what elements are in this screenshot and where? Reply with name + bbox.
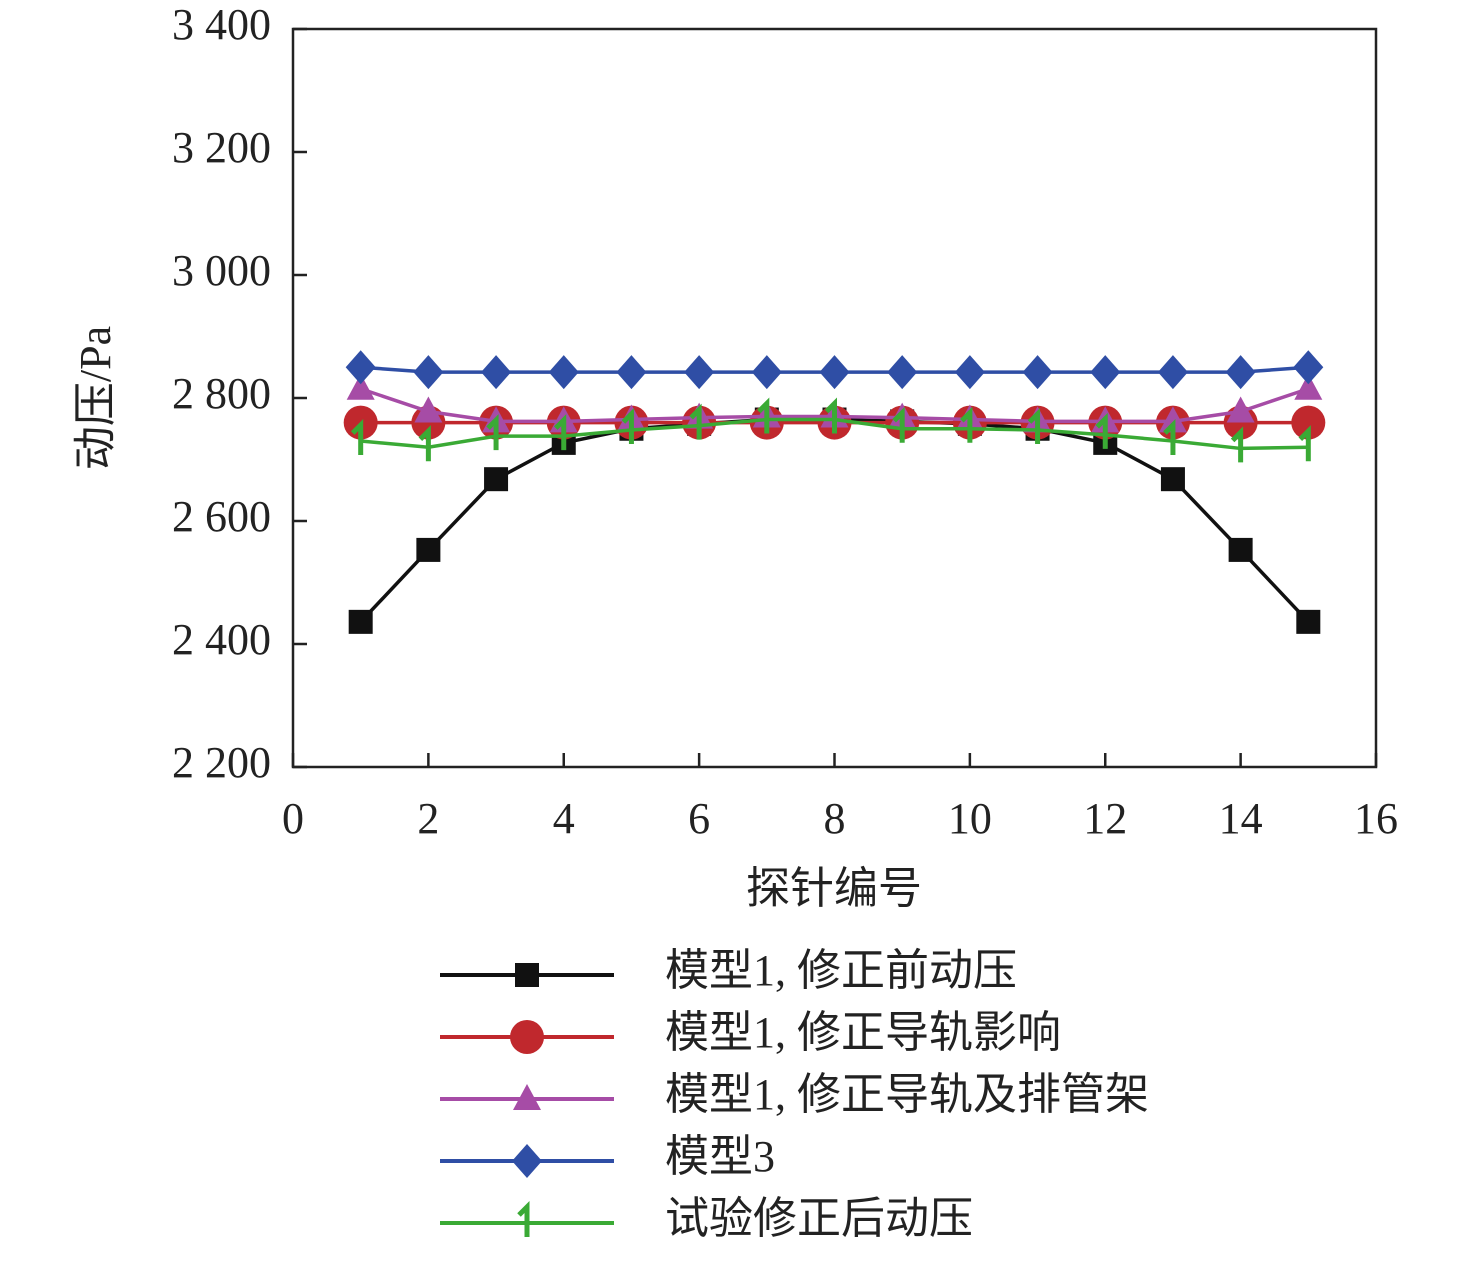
- data-point: [1160, 467, 1185, 492]
- data-point: [346, 373, 375, 400]
- y-tick-label: 3 200: [172, 123, 271, 172]
- data-point: [892, 406, 905, 443]
- data-point: [1293, 350, 1324, 385]
- data-point: [1296, 609, 1321, 634]
- data-point: [348, 609, 373, 634]
- data-point: [1158, 406, 1187, 433]
- x-tick-label: 12: [1083, 794, 1127, 843]
- data-point: [757, 397, 770, 434]
- legend-marker: [512, 1144, 542, 1178]
- y-axis-label: 动压/Pa: [71, 326, 120, 470]
- data-point: [350, 419, 364, 456]
- data-point: [1027, 407, 1041, 444]
- data-point: [887, 355, 918, 390]
- x-tick-label: 14: [1219, 794, 1263, 843]
- series-line: [359, 417, 1310, 624]
- data-point: [1230, 426, 1244, 463]
- legend-marker: [517, 1200, 530, 1237]
- data-point: [751, 355, 782, 390]
- x-tick-label: 8: [824, 794, 846, 843]
- data-point: [548, 355, 579, 390]
- data-point: [345, 350, 376, 385]
- data-point: [684, 355, 715, 390]
- x-tick-label: 16: [1354, 794, 1398, 843]
- legend-marker: [513, 1084, 541, 1110]
- data-point: [416, 537, 441, 562]
- data-point: [1163, 419, 1176, 456]
- y-tick-label: 2 800: [172, 369, 271, 418]
- x-tick-label: 6: [688, 794, 710, 843]
- data-point: [553, 414, 567, 451]
- data-point: [824, 397, 837, 434]
- legend-marker: [510, 1020, 544, 1054]
- legend-label: 试验修正后动压: [665, 1194, 973, 1243]
- y-tick-label: 3 000: [172, 246, 271, 295]
- data-point: [486, 414, 499, 451]
- legend-label: 模型1, 修正导轨影响: [665, 1008, 1061, 1057]
- data-point: [1157, 355, 1188, 390]
- data-point: [1225, 355, 1256, 390]
- data-point: [1090, 355, 1121, 390]
- x-tick-label: 2: [417, 794, 439, 843]
- legend-label: 模型1, 修正导轨及排管架: [665, 1070, 1149, 1119]
- data-point: [1022, 355, 1053, 390]
- legend-marker: [515, 963, 539, 987]
- data-point: [819, 355, 850, 390]
- data-point: [1228, 537, 1253, 562]
- data-point: [481, 355, 512, 390]
- data-point: [1095, 412, 1108, 449]
- data-point: [621, 407, 634, 444]
- data-point: [418, 425, 431, 462]
- data-point: [1226, 396, 1255, 423]
- plot-frame: [291, 27, 1378, 769]
- data-point: [1294, 373, 1323, 400]
- data-point: [484, 467, 509, 492]
- x-tick-label: 4: [553, 794, 575, 843]
- x-tick-label: 10: [948, 794, 992, 843]
- data-point: [689, 403, 702, 440]
- data-point: [954, 355, 985, 390]
- data-point: [1291, 405, 1326, 440]
- y-tick-label: 2 600: [172, 492, 271, 541]
- data-point: [960, 406, 973, 443]
- data-point: [1298, 425, 1311, 462]
- x-axis-label: 探针编号: [746, 864, 922, 913]
- x-tick-label: 0: [282, 794, 304, 843]
- data-point: [414, 396, 443, 423]
- data-point: [616, 355, 647, 390]
- y-tick-label: 2 400: [172, 615, 271, 664]
- legend-label: 模型3: [665, 1132, 775, 1181]
- legend-label: 模型1, 修正前动压: [665, 946, 1017, 995]
- y-tick-label: 2 200: [172, 738, 271, 787]
- data-point: [413, 355, 444, 390]
- y-tick-label: 3 400: [172, 0, 271, 49]
